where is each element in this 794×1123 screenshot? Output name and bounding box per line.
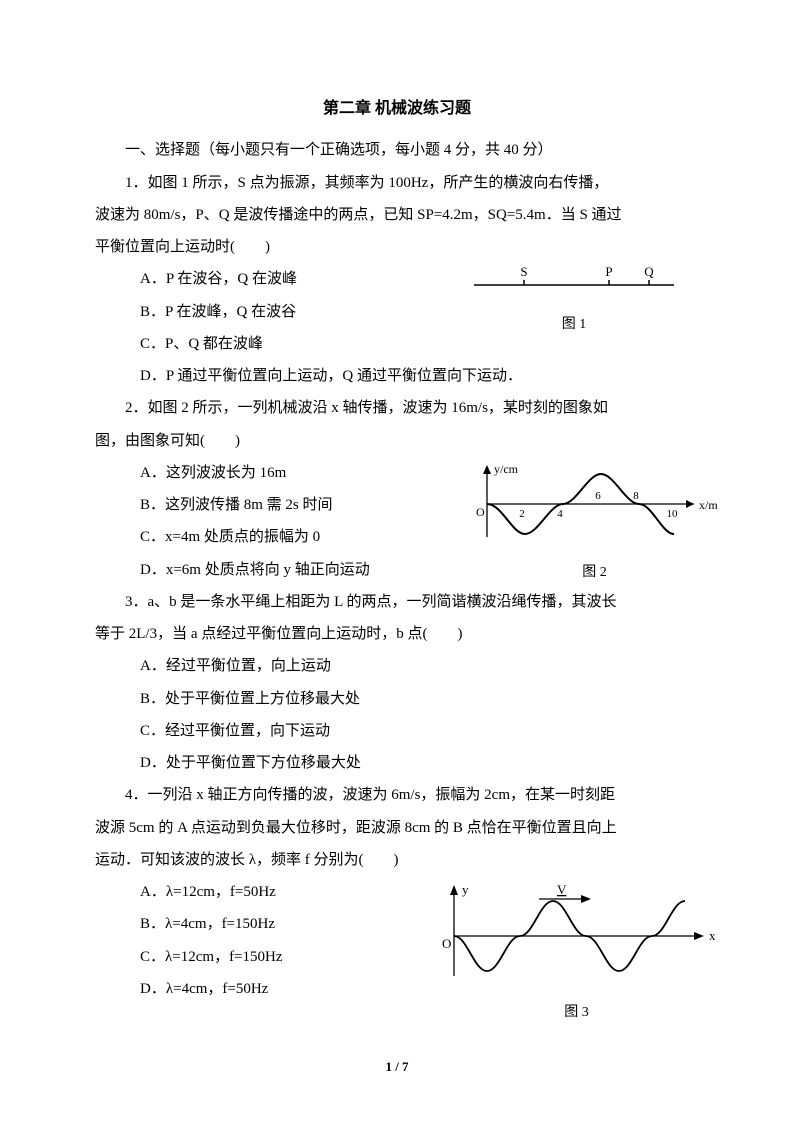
q1-line3: 平衡位置向上运动时( ) — [95, 231, 699, 263]
q2-options-block: y/cm x/m O 2 4 6 8 10 图 2 A．这列波波长为 16m B… — [95, 457, 699, 586]
svg-text:S: S — [520, 264, 527, 279]
svg-text:y/cm: y/cm — [494, 462, 519, 476]
q2-line1: 2．如图 2 所示，一列机械波沿 x 轴传播，波速为 16m/s，某时刻的图象如 — [95, 392, 699, 424]
svg-text:4: 4 — [557, 508, 563, 520]
figure-1-label: 图 1 — [469, 310, 679, 340]
svg-text:2: 2 — [519, 508, 525, 520]
q3-option-b: B．处于平衡位置上方位移最大处 — [95, 683, 699, 715]
svg-text:6: 6 — [595, 490, 601, 502]
svg-text:O: O — [442, 936, 451, 951]
svg-text:V: V — [557, 882, 567, 897]
q4-options-block: y x O V 图 3 A．λ=12cm，f=50Hz B．λ=4cm，f=15… — [95, 876, 699, 1005]
figure-3: y x O V 图 3 — [429, 876, 724, 1028]
svg-text:P: P — [605, 264, 612, 279]
q2-line2: 图，由图象可知( ) — [95, 425, 699, 457]
q3-line1: 3．a、b 是一条水平绳上相距为 L 的两点，一列简谐横波沿绳传播，其波长 — [95, 586, 699, 618]
page-title: 第二章 机械波练习题 — [95, 92, 699, 126]
q4-line1: 4．一列沿 x 轴正方向传播的波，波速为 6m/s，振幅为 2cm，在某一时刻距 — [95, 779, 699, 811]
svg-text:O: O — [476, 505, 485, 519]
q1-line1: 1．如图 1 所示，S 点为振源，其频率为 100Hz，所产生的横波向右传播， — [95, 167, 699, 199]
q3-line2: 等于 2L/3，当 a 点经过平衡位置向上运动时，b 点( ) — [95, 618, 699, 650]
figure-3-label: 图 3 — [429, 998, 724, 1028]
q4-line2: 波源 5cm 的 A 点运动到负最大位移时，距波源 8cm 的 B 点恰在平衡位… — [95, 812, 699, 844]
figure-1: S P Q 图 1 — [469, 263, 679, 339]
q1-line2: 波速为 80m/s，P、Q 是波传播途中的两点，已知 SP=4.2m，SQ=5.… — [95, 199, 699, 231]
q3-option-a: A．经过平衡位置，向上运动 — [95, 650, 699, 682]
section-header: 一、选择题（每小题只有一个正确选项，每小题 4 分，共 40 分） — [95, 134, 699, 166]
q1-options-block: S P Q 图 1 A．P 在波谷，Q 在波峰 B．P 在波峰，Q 在波谷 C．… — [95, 263, 699, 392]
svg-text:8: 8 — [633, 490, 639, 502]
page-number: 1 / 7 — [0, 1053, 794, 1081]
q4-line3: 运动．可知该波的波长 λ，频率 f 分别为( ) — [95, 844, 699, 876]
svg-text:y: y — [462, 882, 469, 897]
svg-text:Q: Q — [644, 264, 654, 279]
q3-option-d: D．处于平衡位置下方位移最大处 — [95, 747, 699, 779]
svg-text:10: 10 — [667, 508, 679, 520]
svg-text:x: x — [709, 928, 716, 943]
figure-2: y/cm x/m O 2 4 6 8 10 图 2 — [462, 459, 727, 588]
svg-text:x/m: x/m — [699, 498, 718, 512]
q1-option-d: D．P 通过平衡位置向上运动，Q 通过平衡位置向下运动． — [95, 360, 699, 392]
figure-2-label: 图 2 — [462, 558, 727, 588]
q3-option-c: C．经过平衡位置，向下运动 — [95, 715, 699, 747]
